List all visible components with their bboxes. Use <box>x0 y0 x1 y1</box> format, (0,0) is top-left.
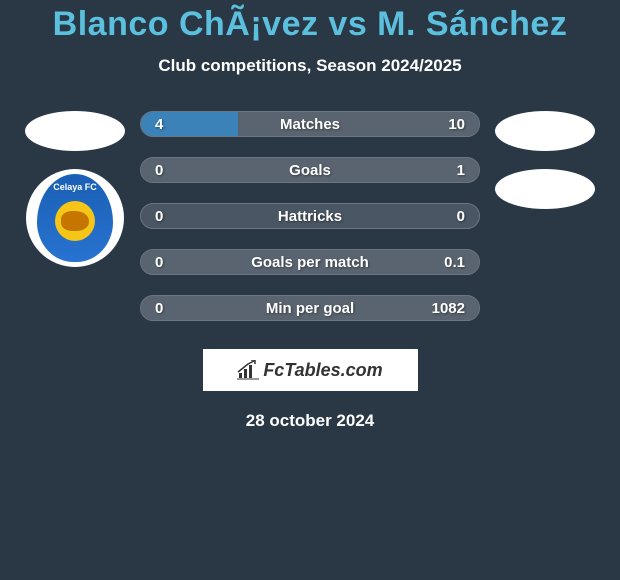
stat-value-left: 0 <box>155 162 163 179</box>
stat-label: Min per goal <box>266 300 354 317</box>
stat-row: 4 Matches 10 <box>140 111 480 137</box>
club-name-label: Celaya FC <box>53 182 97 192</box>
date-label: 28 october 2024 <box>0 411 620 431</box>
stat-bar-right <box>238 112 479 136</box>
player1-side: Celaya FC <box>20 111 130 267</box>
stat-row: 0 Hattricks 0 <box>140 203 480 229</box>
stat-row: 0 Min per goal 1082 <box>140 295 480 321</box>
stat-label: Hattricks <box>278 208 342 225</box>
stat-value-right: 0.1 <box>444 254 465 271</box>
stat-value-right: 0 <box>457 208 465 225</box>
stat-value-right: 10 <box>448 116 465 133</box>
stat-value-right: 1082 <box>432 300 465 317</box>
stat-row: 0 Goals 1 <box>140 157 480 183</box>
fctables-logo: FcTables.com <box>203 349 418 391</box>
stat-row: 0 Goals per match 0.1 <box>140 249 480 275</box>
stat-value-left: 4 <box>155 116 163 133</box>
chart-icon <box>237 360 259 380</box>
stat-value-left: 0 <box>155 208 163 225</box>
fctables-logo-text: FcTables.com <box>263 360 382 381</box>
stat-value-right: 1 <box>457 162 465 179</box>
stat-value-left: 0 <box>155 300 163 317</box>
player2-avatar <box>495 111 595 151</box>
stats-list: 4Matches100Goals10Hattricks00Goals per m… <box>140 111 480 321</box>
player2-club-avatar <box>495 169 595 209</box>
club-bull-icon <box>55 201 95 241</box>
stat-label: Matches <box>280 116 340 133</box>
stat-label: Goals per match <box>251 254 369 271</box>
player2-side <box>490 111 600 209</box>
stat-label: Goals <box>289 162 331 179</box>
player1-avatar <box>25 111 125 151</box>
page-subtitle: Club competitions, Season 2024/2025 <box>0 56 620 76</box>
page-title: Blanco ChÃ¡vez vs M. Sánchez <box>0 5 620 44</box>
stat-value-left: 0 <box>155 254 163 271</box>
player1-club-logo: Celaya FC <box>26 169 124 267</box>
